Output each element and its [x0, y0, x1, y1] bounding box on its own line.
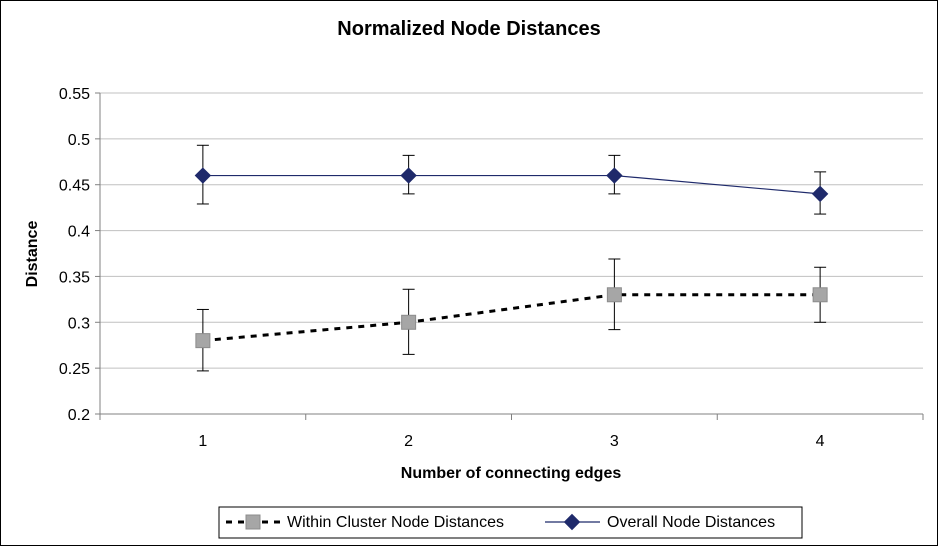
x-tick-label: 3: [610, 433, 619, 450]
series-line: [202, 293, 821, 343]
chart-title: Normalized Node Distances: [337, 18, 601, 40]
data-point: [812, 287, 828, 303]
y-tick-label: 0.4: [68, 224, 90, 241]
legend-label: Within Cluster Node Distances: [287, 514, 504, 531]
data-point: [195, 333, 211, 349]
legend-label: Overall Node Distances: [607, 514, 775, 531]
legend-box: [218, 506, 803, 539]
y-tick-labels: 0.2 0.25 0.3 0.35 0.4 0.45 0.5 0.55: [59, 86, 90, 424]
x-axis-title: Number of connecting edges: [401, 465, 622, 482]
series-group: [194, 144, 829, 372]
y-tick-label: 0.5: [68, 132, 90, 149]
y-tick-label: 0.3: [68, 315, 90, 332]
data-point: [606, 287, 622, 303]
y-axis-title: Distance: [24, 221, 41, 288]
data-point: [400, 167, 417, 184]
data-point: [811, 185, 829, 203]
y-tick-label: 0.2: [68, 407, 90, 424]
series-line: [202, 174, 821, 195]
data-point: [606, 167, 623, 184]
series-1: [195, 258, 828, 372]
legend-entry-1: Within Cluster Node Distances: [226, 514, 504, 531]
y-tick-label: 0.25: [59, 361, 90, 378]
x-tick-label: 2: [404, 433, 413, 450]
legend-marker: [245, 514, 261, 530]
x-tick-label: 1: [198, 433, 207, 450]
legend-entry-2: Overall Node Distances: [545, 513, 775, 531]
legend-marker: [563, 513, 581, 531]
y-tick-label: 0.45: [59, 178, 90, 195]
data-point: [194, 167, 212, 184]
legend: Within Cluster Node Distances Overall Nod…: [218, 506, 803, 539]
x-tick-label: 4: [816, 433, 825, 450]
y-tick-label: 0.35: [59, 269, 90, 286]
x-tick-labels: 1 2 3 4: [198, 433, 824, 450]
gridlines: [100, 92, 923, 369]
axes: [95, 92, 924, 420]
y-tick-label: 0.55: [59, 86, 90, 103]
series-2: [194, 144, 829, 215]
data-point: [401, 314, 417, 330]
